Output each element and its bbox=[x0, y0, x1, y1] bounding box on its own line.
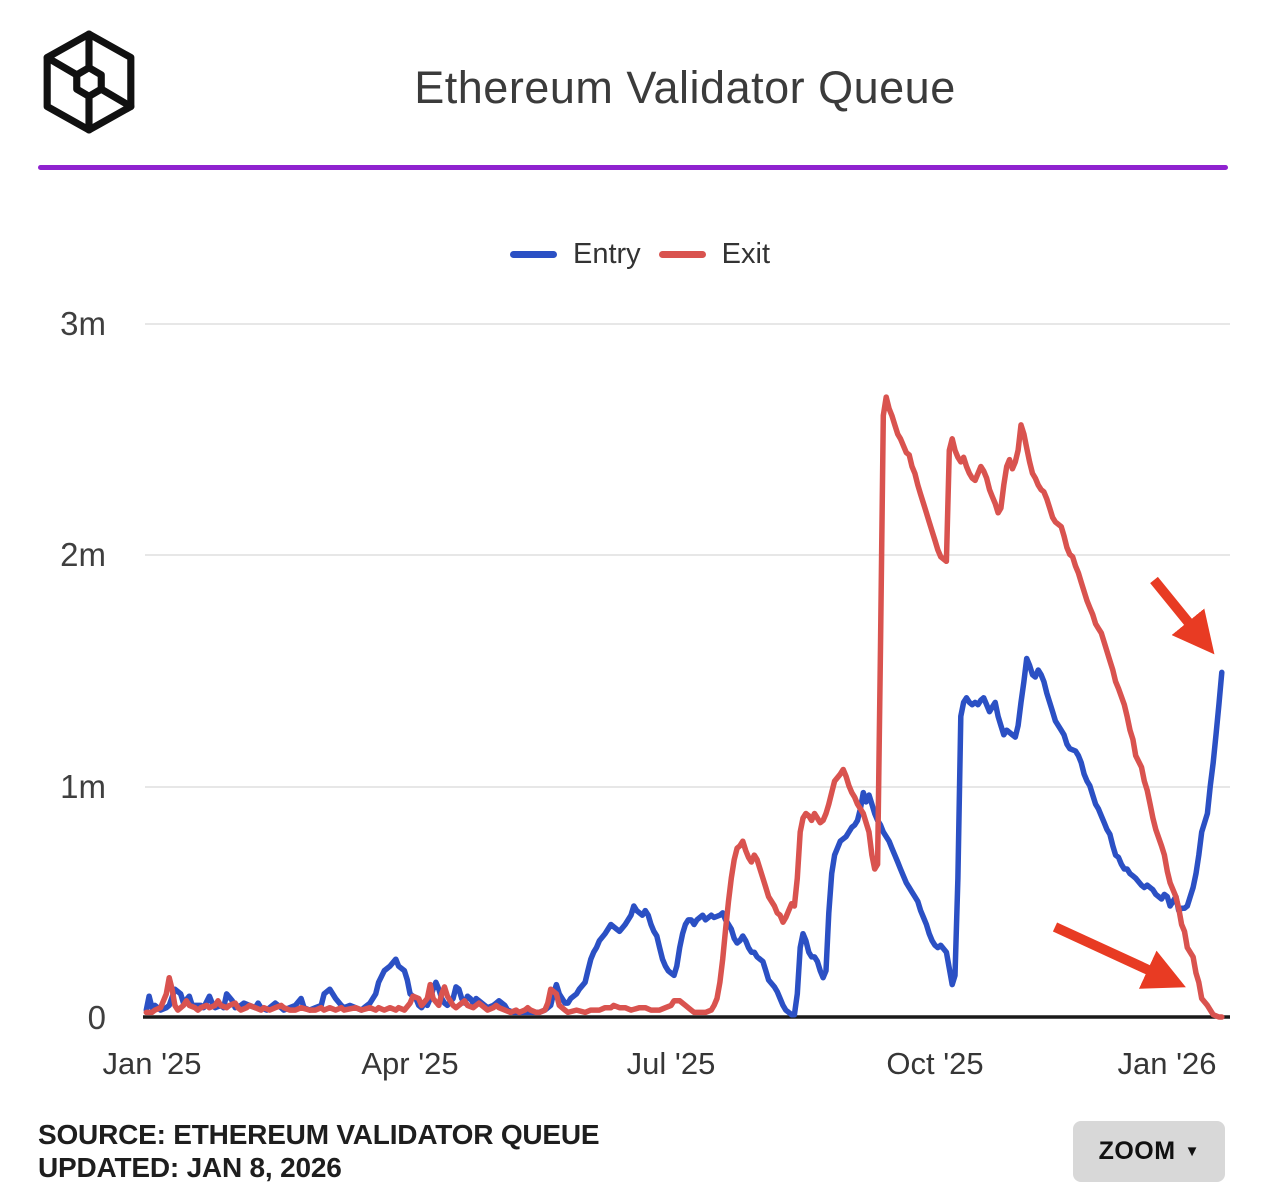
chart-footer: SOURCE: ETHEREUM VALIDATOR QUEUE UPDATED… bbox=[38, 1118, 600, 1184]
annotation-arrow-entry-icon bbox=[1150, 576, 1215, 655]
exit-line-swatch bbox=[658, 251, 706, 258]
page-title: Ethereum Validator Queue bbox=[414, 62, 956, 113]
x-tick-jan25: Jan '25 bbox=[102, 1046, 202, 1081]
entry-line-swatch bbox=[509, 251, 557, 258]
zoom-button-label: ZOOM bbox=[1098, 1137, 1176, 1165]
wireframe-cube-logo-icon bbox=[38, 26, 140, 138]
exit-line bbox=[143, 394, 1225, 1020]
y-tick-2m: 2m bbox=[60, 536, 106, 573]
accent-divider bbox=[38, 165, 1228, 170]
y-tick-3m: 3m bbox=[60, 305, 106, 342]
legend-entry-label: Entry bbox=[572, 238, 641, 270]
legend-item-exit: Exit bbox=[658, 238, 771, 271]
caret-down-icon: ▼ bbox=[1184, 1143, 1200, 1160]
source-text: SOURCE: ETHEREUM VALIDATOR QUEUE bbox=[38, 1119, 600, 1150]
legend-item-entry: Entry bbox=[509, 238, 641, 271]
chart-legend: Entry Exit bbox=[0, 238, 1280, 271]
x-tick-jan26: Jan '26 bbox=[1117, 1046, 1217, 1081]
legend-exit-label: Exit bbox=[721, 238, 771, 270]
updated-text: UPDATED: JAN 8, 2026 bbox=[38, 1152, 342, 1183]
x-tick-jul25: Jul '25 bbox=[626, 1046, 716, 1081]
x-tick-oct25: Oct '25 bbox=[886, 1046, 984, 1081]
y-tick-0: 0 bbox=[87, 999, 106, 1036]
entry-line bbox=[143, 655, 1225, 1018]
annotation-arrow-exit-icon bbox=[1052, 922, 1186, 989]
x-tick-apr25: Apr '25 bbox=[361, 1046, 459, 1081]
zoom-button[interactable]: ZOOM ▼ bbox=[1073, 1121, 1225, 1182]
y-tick-1m: 1m bbox=[60, 768, 106, 805]
